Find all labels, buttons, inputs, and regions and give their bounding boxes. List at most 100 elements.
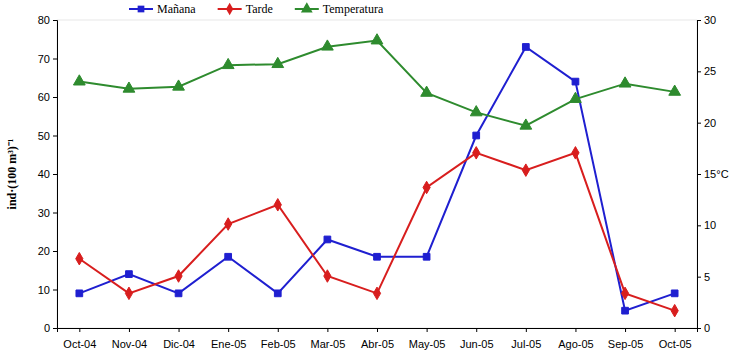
x-tick-mark: [278, 328, 279, 332]
y-tick-mark: [53, 251, 57, 252]
x-tick-label: Dic-04: [163, 338, 195, 350]
y2-tick-label: 0: [704, 322, 710, 334]
y-tick-label: 0: [44, 322, 50, 334]
x-tick-mark: [79, 328, 80, 332]
y2-tick-label: 10: [704, 219, 716, 231]
x-tick-mark: [476, 328, 477, 332]
series-marker: [371, 34, 383, 44]
series-marker: [520, 119, 532, 129]
series-marker: [572, 147, 579, 159]
x-tick-label: Abr-05: [361, 338, 394, 350]
legend-label: Tarde: [246, 2, 273, 16]
plot-frame: [57, 20, 697, 328]
legend-label: Temperatura: [323, 2, 384, 16]
y-axis-title: ind·(100 m³)⁻¹: [5, 138, 19, 209]
marks: [73, 34, 680, 317]
y-axis: 0 10 20 30 40 50 60 70 80: [38, 14, 58, 334]
y-tick: 60: [38, 91, 57, 103]
x-tick-label: May-05: [409, 338, 446, 350]
series-marker: [324, 270, 331, 282]
series-marker: [570, 92, 582, 102]
x-tick-mark: [228, 328, 229, 332]
x-axis-line: [58, 329, 698, 333]
y2-tick-label: 15°C: [704, 168, 729, 180]
series-marker: [175, 270, 182, 282]
legend-marker: [138, 6, 145, 13]
y2-axis: 0 5 10 15°C 20 25 30: [697, 14, 729, 334]
y2-tick: 25: [697, 65, 716, 77]
series-marker: [225, 218, 232, 230]
y-tick-label: 40: [38, 168, 50, 180]
x-tick-mark: [327, 328, 328, 332]
series-marker: [671, 304, 678, 316]
x-tick-label: Oct-05: [659, 338, 692, 350]
x-tick-label: Feb-05: [261, 338, 296, 350]
y-tick-label: 10: [38, 284, 50, 296]
x-tick-mark: [675, 328, 676, 332]
series-marker: [373, 287, 380, 299]
y2-tick-label: 25: [704, 65, 716, 77]
series-marker: [125, 287, 132, 299]
y2-tick-mark: [697, 277, 701, 278]
series-marker: [522, 164, 529, 176]
x-tick-label: Jun-05: [460, 338, 494, 350]
legend-label: Mañana: [157, 2, 196, 16]
y-tick: 0: [44, 322, 57, 334]
y-tick: 10: [38, 284, 57, 296]
x-tick: Nov-04: [112, 328, 147, 350]
y-tick-label: 70: [38, 53, 50, 65]
y2-tick: 30: [697, 14, 716, 26]
series-marker: [421, 86, 433, 96]
x-tick-mark: [377, 328, 378, 332]
series-marker: [274, 199, 281, 211]
series-marker: [669, 85, 681, 95]
y2-axis-line: [698, 21, 702, 329]
series-line: [79, 41, 674, 126]
y-tick-label: 20: [38, 245, 50, 257]
series-line: [79, 153, 674, 311]
x-tick: Dic-04: [163, 328, 195, 350]
legend-item: Tarde: [218, 2, 273, 16]
series-marker: [473, 132, 480, 139]
x-tick: Ene-05: [211, 328, 246, 350]
x-tick-mark: [526, 328, 527, 332]
x-tick: Sep-05: [608, 328, 643, 350]
y-tick: 40: [38, 168, 57, 180]
legend-marker: [301, 2, 313, 12]
legend-item: Temperatura: [295, 2, 384, 16]
legend: Mañana Tarde Temperatura: [129, 2, 384, 16]
x-tick-mark: [427, 328, 428, 332]
y2-tick-mark: [697, 225, 701, 226]
x-tick: Jun-05: [460, 328, 494, 350]
series-marker: [173, 80, 185, 90]
series-marker: [126, 271, 133, 278]
y2-tick: 20: [697, 117, 716, 129]
y-tick-label: 30: [38, 207, 50, 219]
x-tick: May-05: [409, 328, 446, 350]
series-marker: [123, 82, 135, 92]
y2-tick-label: 20: [704, 117, 716, 129]
x-axis: Oct-04 Nov-04 Dic-04 Ene-05 Feb-05 Mar-05 Abr-…: [58, 328, 698, 350]
x-tick: Mar-05: [310, 328, 345, 350]
y2-tick: 5: [697, 271, 710, 283]
series-marker: [73, 75, 85, 85]
x-tick-label: Ene-05: [211, 338, 246, 350]
y-tick-label: 80: [38, 14, 50, 26]
y-tick: 30: [38, 207, 57, 219]
y-tick-label: 50: [38, 130, 50, 142]
series-marker: [324, 236, 331, 243]
x-tick-label: Oct-04: [63, 338, 96, 350]
series-marker: [175, 290, 182, 297]
series-marker: [619, 77, 631, 87]
series-marker: [272, 57, 284, 67]
series-marker: [423, 181, 430, 193]
x-tick-mark: [575, 328, 576, 332]
series-marker: [423, 253, 430, 260]
x-tick: Oct-05: [659, 328, 692, 350]
y-tick-mark: [53, 20, 57, 21]
y2-tick: 15°C: [697, 168, 729, 180]
y2-tick-mark: [697, 328, 701, 329]
series-marker: [274, 290, 281, 297]
y2-tick: 10: [697, 219, 716, 231]
y-tick-mark: [53, 328, 57, 329]
